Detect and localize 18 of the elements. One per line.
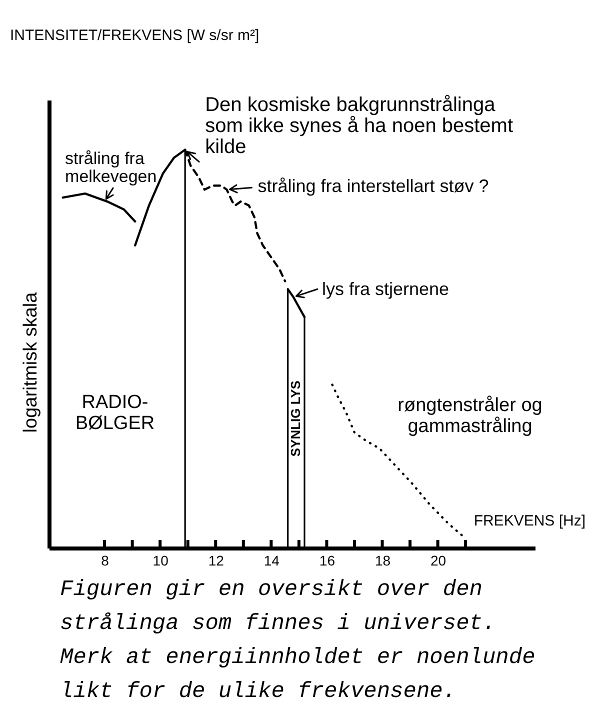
x-tick-label: 16 (319, 552, 336, 568)
ref-line-label: SYNLIG LYS (288, 380, 303, 457)
text: INTENSITET/FREKVENS [W s/sr m²] (10, 27, 260, 44)
text: Figuren gir en oversikt over den strålinga som finnes i universet. Merk at energiinnholdet er noenlunde likt for de ulike frekvensene. (60, 577, 536, 704)
x-tick-label: 10 (152, 552, 169, 568)
x-tick-label: 18 (374, 552, 391, 568)
x-tick-label: 12 (208, 552, 224, 568)
annotation: lys fra stjernene (322, 279, 450, 300)
x-tick-label: 8 (101, 552, 110, 568)
x-axis-title: FREKVENS [Hz] (474, 512, 586, 530)
annotation: stråling fra melkevegen (65, 149, 157, 186)
annotation: stråling fra interstellart støv ? (258, 176, 489, 196)
annotation: Den kosmiske bakgrunnstrålinga som ikke synes å ha noen bestemt kilde (205, 94, 514, 158)
y-axis-title: logaritmisk skala (20, 292, 42, 433)
x-tick-label: 14 (264, 552, 280, 568)
annotation: røngtenstråler og gammastråling (398, 395, 542, 437)
x-tick-label: 20 (430, 552, 446, 568)
annotation: RADIO-BØLGER (75, 392, 155, 434)
